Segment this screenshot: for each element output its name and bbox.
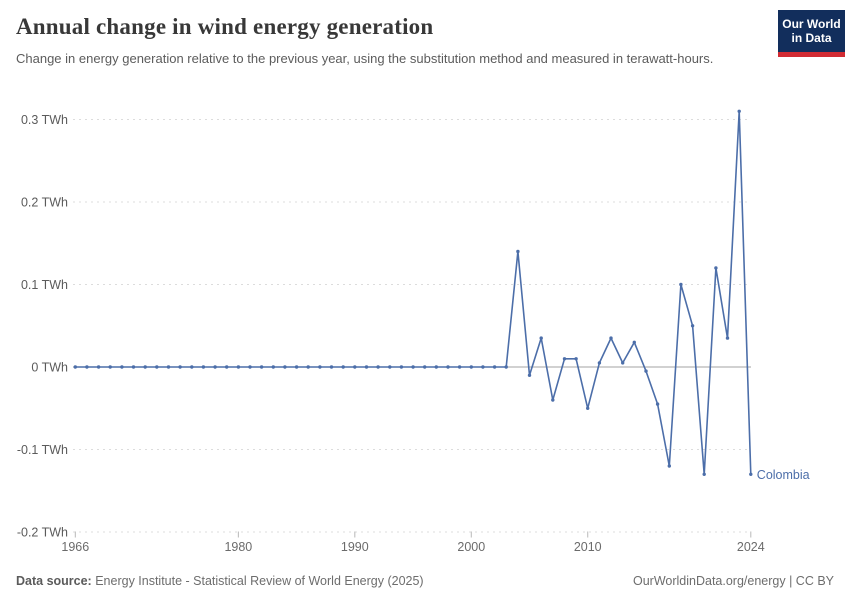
data-source: Data source: Energy Institute - Statisti… (16, 574, 424, 588)
data-point[interactable] (399, 365, 404, 369)
data-point[interactable] (353, 365, 357, 369)
x-axis-tick-label: 1990 (341, 540, 369, 554)
data-point[interactable] (644, 369, 648, 373)
data-point[interactable] (725, 336, 730, 340)
data-point[interactable] (201, 365, 206, 369)
data-point[interactable] (236, 365, 241, 369)
data-point[interactable] (551, 398, 555, 402)
data-point[interactable] (166, 365, 171, 369)
data-point[interactable] (155, 365, 159, 369)
data-point[interactable] (388, 365, 392, 369)
series-line (74, 110, 752, 476)
data-point[interactable] (609, 336, 613, 340)
data-point[interactable] (539, 336, 543, 340)
data-point[interactable] (318, 365, 322, 369)
data-point[interactable] (120, 365, 124, 369)
data-point[interactable] (597, 361, 602, 365)
data-point[interactable] (714, 266, 718, 270)
data-point[interactable] (271, 365, 275, 369)
y-axis-tick-label: 0.3 TWh (21, 113, 68, 127)
data-point[interactable] (248, 365, 252, 369)
data-point[interactable] (131, 365, 136, 369)
data-point[interactable] (679, 282, 683, 287)
data-point[interactable] (667, 464, 671, 468)
data-point[interactable] (259, 365, 264, 369)
data-point[interactable] (306, 365, 310, 369)
data-point[interactable] (329, 365, 334, 369)
x-axis-tick-label: 2024 (737, 540, 765, 554)
data-point[interactable] (434, 365, 438, 369)
data-point[interactable] (586, 406, 590, 410)
x-axis-tick-label: 1980 (224, 540, 252, 554)
y-axis-tick-label: -0.2 TWh (17, 526, 68, 540)
data-point[interactable] (376, 365, 380, 369)
data-point[interactable] (446, 365, 450, 369)
owid-logo-line1: Our World (782, 16, 841, 31)
data-point[interactable] (457, 365, 462, 369)
y-axis-tick-label: 0.1 TWh (21, 278, 68, 292)
data-point[interactable] (178, 365, 182, 369)
data-point[interactable] (411, 365, 415, 369)
y-axis-tick-label: 0.2 TWh (21, 196, 68, 210)
data-point[interactable] (73, 365, 78, 369)
data-point[interactable] (283, 365, 287, 369)
data-point[interactable] (85, 365, 89, 369)
data-point[interactable] (562, 357, 567, 361)
data-source-text: Energy Institute - Statistical Review of… (91, 574, 424, 588)
x-axis-tick-label: 2000 (457, 540, 485, 554)
data-point[interactable] (364, 365, 369, 369)
data-point[interactable] (108, 365, 112, 369)
data-point[interactable] (190, 365, 194, 369)
data-point[interactable] (481, 365, 485, 369)
data-point[interactable] (632, 340, 636, 344)
data-source-label: Data source: (16, 574, 92, 588)
data-point[interactable] (294, 365, 299, 369)
data-point[interactable] (737, 109, 741, 114)
x-axis-tick-label: 1966 (61, 540, 89, 554)
data-point[interactable] (96, 365, 101, 369)
license-text: OurWorldinData.org/energy | CC BY (632, 574, 834, 588)
data-point[interactable] (213, 365, 217, 369)
data-point[interactable] (341, 365, 345, 369)
x-axis-tick-label: 2010 (574, 540, 602, 554)
data-point[interactable] (655, 402, 660, 406)
page-title: Annual change in wind energy generation (16, 14, 434, 39)
data-point[interactable] (492, 365, 497, 369)
series-end-label: Colombia (757, 468, 810, 482)
data-point[interactable] (423, 365, 427, 369)
data-point[interactable] (504, 365, 508, 369)
data-point[interactable] (516, 249, 520, 254)
y-axis-tick-label: -0.1 TWh (17, 443, 68, 457)
owid-logo[interactable]: Our World in Data (778, 10, 845, 57)
data-point[interactable] (143, 365, 147, 369)
data-point[interactable] (469, 365, 473, 369)
data-point[interactable] (621, 361, 625, 365)
y-axis-tick-label: 0 TWh (31, 361, 68, 375)
data-point[interactable] (574, 357, 578, 361)
chart-footer: Data source: Energy Institute - Statisti… (16, 574, 834, 588)
data-point[interactable] (225, 365, 229, 369)
data-point[interactable] (702, 472, 706, 476)
data-point[interactable] (690, 324, 695, 328)
owid-logo-line2: in Data (791, 31, 832, 45)
data-point[interactable] (527, 373, 532, 377)
chart-subtitle: Change in energy generation relative to … (16, 51, 714, 66)
data-point[interactable] (749, 472, 753, 476)
chart-header: Annual change in wind energy generation … (16, 14, 760, 69)
